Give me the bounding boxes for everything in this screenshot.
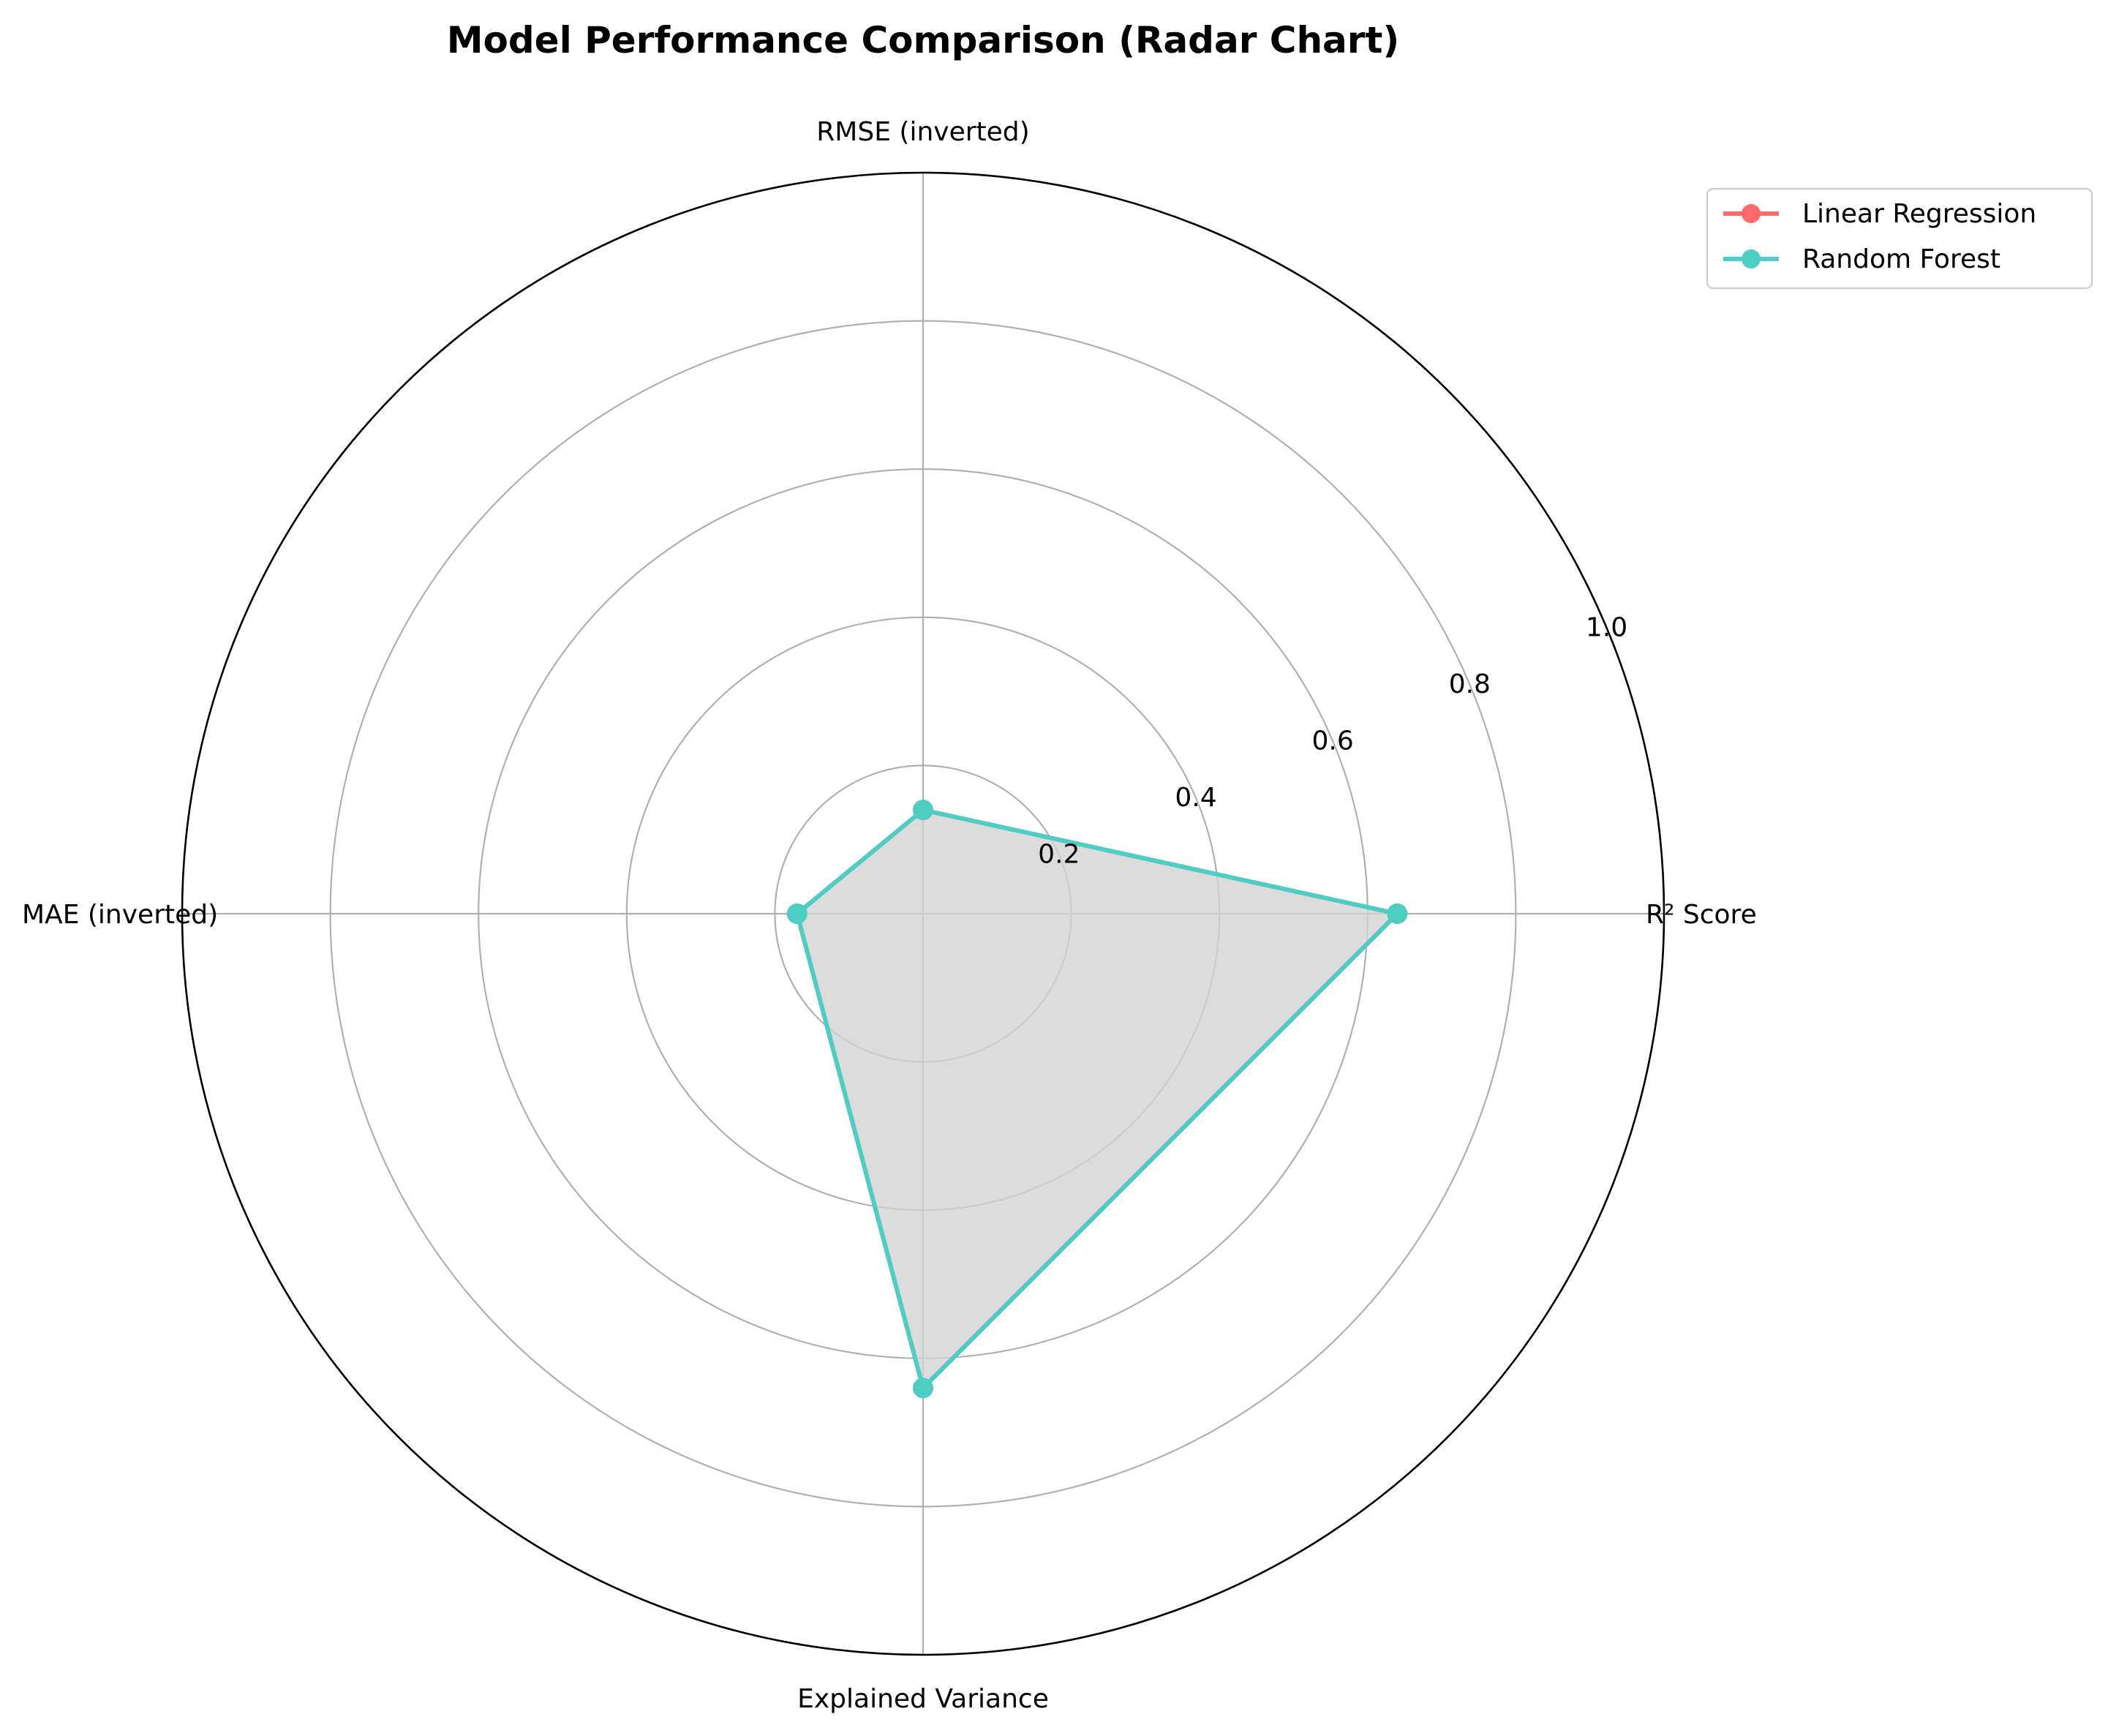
legend-frame: [1706, 187, 2093, 290]
radial-tick-label: 0.4: [1175, 783, 1216, 813]
data-point: [913, 1378, 933, 1399]
legend-swatch-marker: [1742, 249, 1761, 268]
data-point: [1387, 903, 1408, 924]
chart-title: Model Performance Comparison (Radar Char…: [447, 19, 1399, 61]
axis-label: MAE (inverted): [22, 900, 218, 930]
radial-tick-label: 0.2: [1038, 839, 1080, 869]
axis-label: Explained Variance: [797, 1684, 1049, 1714]
polar-frame: [181, 171, 1665, 1656]
legend-swatch-marker: [1742, 204, 1761, 223]
axis-label: R² Score: [1646, 900, 1757, 930]
legend: Linear Regression Random Forest: [1706, 187, 2093, 290]
data-point: [786, 903, 808, 924]
radar-labels: R² Score RMSE (inverted) MAE (inverted) Exp…: [22, 117, 1757, 1714]
circular-gridline: [329, 320, 1517, 1508]
legend-entry-label: Random Forest: [1802, 244, 2000, 274]
radial-tick-label: 1.0: [1586, 612, 1627, 642]
series-fill: [797, 810, 1398, 1389]
legend-entry-label: Linear Regression: [1802, 199, 2036, 229]
radar-series: [786, 800, 1408, 1399]
axis-label: RMSE (inverted): [816, 117, 1029, 147]
data-point: [913, 800, 933, 821]
radial-tick-label: 0.8: [1449, 669, 1491, 699]
radial-tick-label: 0.6: [1312, 726, 1354, 756]
